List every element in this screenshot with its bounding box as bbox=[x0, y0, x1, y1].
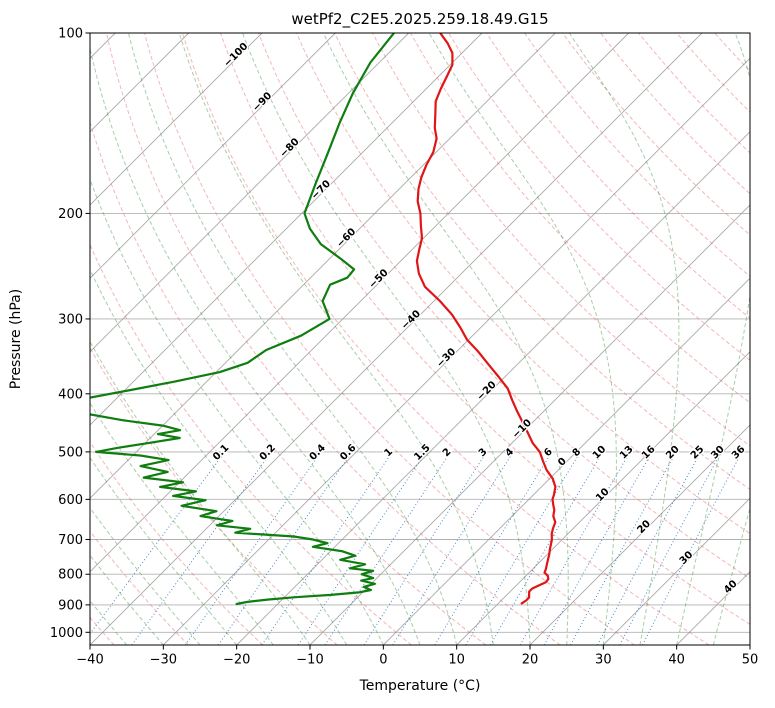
mixing-ratio-label: 10 bbox=[591, 444, 609, 462]
mixing-ratio-label: 36 bbox=[730, 444, 748, 462]
x-tick-label: 50 bbox=[742, 653, 759, 668]
y-tick-label: 100 bbox=[58, 27, 83, 42]
y-tick-label: 500 bbox=[58, 445, 83, 460]
chart-layers: 0.1 0.2 0.4 0.6 1 1.5 2 3 4 6 8 10 13 16 20 25 30 36−100−… bbox=[90, 33, 750, 645]
axis-layer: −40 −30 −20 −10 0 10 20 30 40 5010020030040050060… bbox=[50, 27, 758, 668]
mixing-ratio-label: 13 bbox=[618, 444, 636, 462]
moist-adiabat-lines bbox=[90, 33, 750, 645]
mixing-ratio-label: 3 bbox=[477, 446, 490, 459]
x-tick-label: 0 bbox=[379, 653, 387, 668]
y-axis-label: Pressure (hPa) bbox=[8, 289, 24, 389]
isotherm-label: 30 bbox=[678, 549, 696, 567]
chart-title: wetPf2_C2E5.2025.259.18.49.G15 bbox=[291, 10, 548, 29]
mixing-ratio-label: 1.5 bbox=[412, 443, 432, 463]
plot-border bbox=[89, 32, 751, 646]
isotherm-label: 20 bbox=[635, 518, 653, 536]
x-axis-label: Temperature (°C) bbox=[359, 678, 481, 694]
x-tick-label: 40 bbox=[668, 653, 685, 668]
x-tick-label: −40 bbox=[76, 653, 103, 668]
mixing-ratio-label: 0.6 bbox=[338, 443, 358, 463]
isotherm-label: −70 bbox=[309, 178, 333, 202]
mixing-ratio-label: 0.1 bbox=[211, 443, 231, 463]
mixing-ratio-label: 0.4 bbox=[308, 443, 328, 463]
plot-area: 0.1 0.2 0.4 0.6 1 1.5 2 3 4 6 8 10 13 16 20 25 30 36−100−… bbox=[90, 33, 750, 645]
x-tick-label: 20 bbox=[522, 653, 539, 668]
mixing-ratio-label: 8 bbox=[571, 446, 584, 459]
mixing-ratio-label: 30 bbox=[709, 444, 727, 462]
x-tick-label: −30 bbox=[150, 653, 177, 668]
isotherm-label: −90 bbox=[251, 90, 275, 114]
isotherm-label: 0 bbox=[556, 456, 569, 469]
mixing-ratio-label: 1 bbox=[382, 446, 395, 459]
y-tick-label: 700 bbox=[58, 533, 83, 548]
axis-ticks bbox=[85, 32, 751, 650]
isotherm-label: −20 bbox=[475, 379, 499, 403]
y-tick-label: 300 bbox=[58, 312, 83, 327]
y-tick-label: 600 bbox=[58, 493, 83, 508]
dewpoint-curve bbox=[90, 33, 396, 606]
y-tick-label: 900 bbox=[58, 598, 83, 613]
y-tick-label: 400 bbox=[58, 387, 83, 402]
isotherm-label: −50 bbox=[367, 267, 391, 291]
mixing-ratio-labels: 0.1 0.2 0.4 0.6 1 1.5 2 3 4 6 8 10 13 16 20 25 30 36 bbox=[210, 441, 749, 464]
x-tick-label: −10 bbox=[296, 653, 323, 668]
temperature-curve bbox=[415, 33, 557, 605]
y-tick-label: 800 bbox=[58, 568, 83, 583]
isotherm-lines bbox=[90, 33, 750, 645]
x-tick-label: −20 bbox=[223, 653, 250, 668]
mixing-ratio-lines bbox=[90, 454, 741, 645]
y-tick-label: 200 bbox=[58, 207, 83, 222]
isotherm-label: −60 bbox=[335, 226, 359, 250]
mixing-ratio-label: 2 bbox=[441, 446, 454, 459]
x-tick-labels: −40 −30 −20 −10 0 10 20 30 40 50 bbox=[76, 653, 758, 668]
y-tick-label: 1000 bbox=[50, 626, 83, 641]
isotherm-label: −40 bbox=[399, 308, 423, 332]
mixing-ratio-label: 20 bbox=[664, 444, 682, 462]
isotherm-label: 10 bbox=[594, 486, 612, 504]
y-tick-labels: 100 200 300 400 500 600 700 800 900 1000 bbox=[50, 27, 83, 641]
dry-adiabat-lines bbox=[90, 33, 750, 645]
x-tick-label: 30 bbox=[595, 653, 612, 668]
isotherm-label: 40 bbox=[722, 578, 740, 596]
isotherm-label: −30 bbox=[435, 346, 459, 370]
mixing-ratio-label: 6 bbox=[542, 446, 555, 459]
x-tick-label: 10 bbox=[448, 653, 465, 668]
isotherm-label: −80 bbox=[278, 136, 302, 160]
isotherm-label: −100 bbox=[222, 41, 250, 69]
